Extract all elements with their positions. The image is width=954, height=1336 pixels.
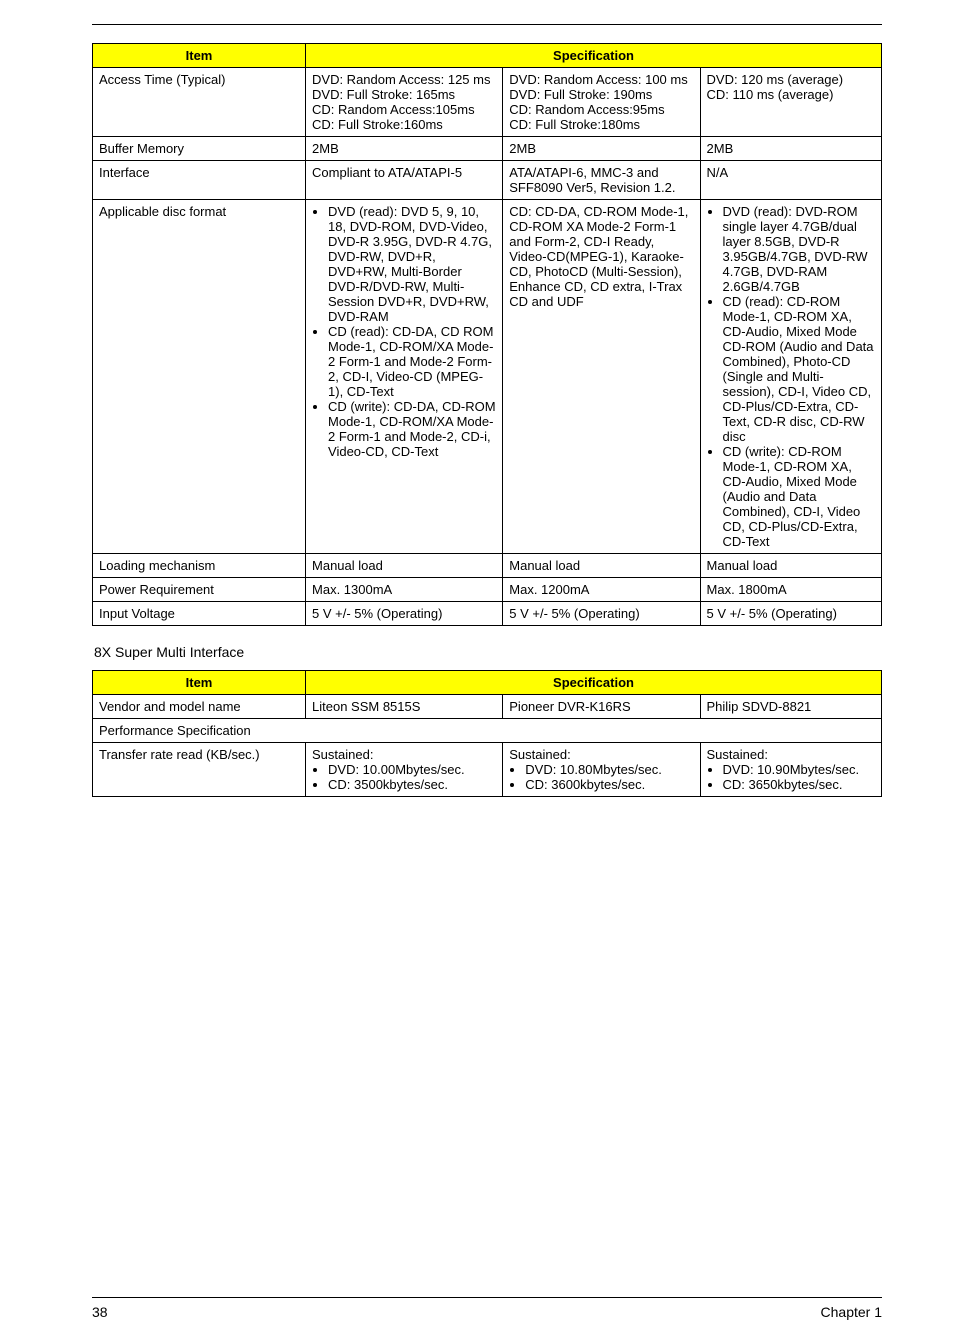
cell-c2: Manual load [503,554,700,578]
sustained-label: Sustained: [509,747,693,762]
list-item: CD: 3650kbytes/sec. [723,777,875,792]
sustained-label: Sustained: [312,747,496,762]
cell-c2: ATA/ATAPI-6, MMC-3 and SFF8090 Ver5, Rev… [503,161,700,200]
list-item: CD (write): CD-ROM Mode-1, CD-ROM XA, CD… [723,444,875,549]
cell-c2: 2MB [503,137,700,161]
cell-label: Transfer rate read (KB/sec.) [93,743,306,797]
list-item: CD (read): CD-DA, CD ROM Mode-1, CD-ROM/… [328,324,496,399]
chapter-label: Chapter 1 [821,1304,882,1320]
spec-table-1: Item Specification Access Time (Typical)… [92,43,882,626]
row-disc-format: Applicable disc format DVD (read): DVD 5… [93,200,882,554]
spec-table-2: Item Specification Vendor and model name… [92,670,882,797]
cell-label: Applicable disc format [93,200,306,554]
row-transfer: Transfer rate read (KB/sec.) Sustained: … [93,743,882,797]
list-item: CD (read): CD-ROM Mode-1, CD-ROM XA, CD-… [723,294,875,444]
cell-c1: Compliant to ATA/ATAPI-5 [306,161,503,200]
cell-label: Power Requirement [93,578,306,602]
disc-format-list-3: DVD (read): DVD-ROM single layer 4.7GB/d… [707,204,875,549]
table-header-row: Item Specification [93,671,882,695]
footer-row: 38 Chapter 1 [92,1304,882,1320]
list-item: DVD: 10.00Mbytes/sec. [328,762,496,777]
row-voltage: Input Voltage 5 V +/- 5% (Operating) 5 V… [93,602,882,626]
cell-c1: Manual load [306,554,503,578]
col-item: Item [93,671,306,695]
row-access-time: Access Time (Typical) DVD: Random Access… [93,68,882,137]
page-footer: 38 Chapter 1 [92,1297,882,1320]
col-spec: Specification [306,44,882,68]
page-number: 38 [92,1304,108,1320]
top-rule [92,24,882,25]
row-loading: Loading mechanism Manual load Manual loa… [93,554,882,578]
cell-c3: DVD (read): DVD-ROM single layer 4.7GB/d… [700,200,881,554]
transfer-list: DVD: 10.90Mbytes/sec. CD: 3650kbytes/sec… [707,762,875,792]
table-header-row: Item Specification [93,44,882,68]
list-item: DVD: 10.90Mbytes/sec. [723,762,875,777]
list-item: CD: 3500kbytes/sec. [328,777,496,792]
cell-label: Interface [93,161,306,200]
cell-c2: Pioneer DVR-K16RS [503,695,700,719]
cell-label: Access Time (Typical) [93,68,306,137]
cell-c3: Philip SDVD-8821 [700,695,881,719]
row-power: Power Requirement Max. 1300mA Max. 1200m… [93,578,882,602]
col-spec: Specification [306,671,882,695]
list-item: DVD: 10.80Mbytes/sec. [525,762,693,777]
transfer-list: DVD: 10.80Mbytes/sec. CD: 3600kbytes/sec… [509,762,693,792]
row-buffer: Buffer Memory 2MB 2MB 2MB [93,137,882,161]
cell-c2: DVD: Random Access: 100 ms DVD: Full Str… [503,68,700,137]
cell-perf: Performance Specification [93,719,882,743]
cell-c1: DVD (read): DVD 5, 9, 10, 18, DVD-ROM, D… [306,200,503,554]
cell-c1: Max. 1300mA [306,578,503,602]
cell-label: Vendor and model name [93,695,306,719]
list-item: DVD (read): DVD-ROM single layer 4.7GB/d… [723,204,875,294]
cell-c1: DVD: Random Access: 125 ms DVD: Full Str… [306,68,503,137]
col-item: Item [93,44,306,68]
cell-c1: 5 V +/- 5% (Operating) [306,602,503,626]
cell-c3: N/A [700,161,881,200]
cell-c1: 2MB [306,137,503,161]
cell-c3: Max. 1800mA [700,578,881,602]
cell-label: Loading mechanism [93,554,306,578]
cell-c1: Sustained: DVD: 10.00Mbytes/sec. CD: 350… [306,743,503,797]
cell-c2: CD: CD-DA, CD-ROM Mode-1, CD-ROM XA Mode… [503,200,700,554]
cell-label: Buffer Memory [93,137,306,161]
row-interface: Interface Compliant to ATA/ATAPI-5 ATA/A… [93,161,882,200]
list-item: CD: 3600kbytes/sec. [525,777,693,792]
cell-c3: 5 V +/- 5% (Operating) [700,602,881,626]
cell-c3: DVD: 120 ms (average) CD: 110 ms (averag… [700,68,881,137]
transfer-list: DVD: 10.00Mbytes/sec. CD: 3500kbytes/sec… [312,762,496,792]
cell-c1: Liteon SSM 8515S [306,695,503,719]
disc-format-list-1: DVD (read): DVD 5, 9, 10, 18, DVD-ROM, D… [312,204,496,459]
cell-c3: Sustained: DVD: 10.90Mbytes/sec. CD: 365… [700,743,881,797]
sustained-label: Sustained: [707,747,875,762]
footer-rule [92,1297,882,1298]
cell-c2: Max. 1200mA [503,578,700,602]
list-item: CD (write): CD-DA, CD-ROM Mode-1, CD-ROM… [328,399,496,459]
row-vendor: Vendor and model name Liteon SSM 8515S P… [93,695,882,719]
cell-c3: 2MB [700,137,881,161]
list-item: DVD (read): DVD 5, 9, 10, 18, DVD-ROM, D… [328,204,496,324]
cell-c2: Sustained: DVD: 10.80Mbytes/sec. CD: 360… [503,743,700,797]
subheading: 8X Super Multi Interface [94,644,882,660]
cell-label: Input Voltage [93,602,306,626]
cell-c2: 5 V +/- 5% (Operating) [503,602,700,626]
cell-c3: Manual load [700,554,881,578]
row-performance: Performance Specification [93,719,882,743]
